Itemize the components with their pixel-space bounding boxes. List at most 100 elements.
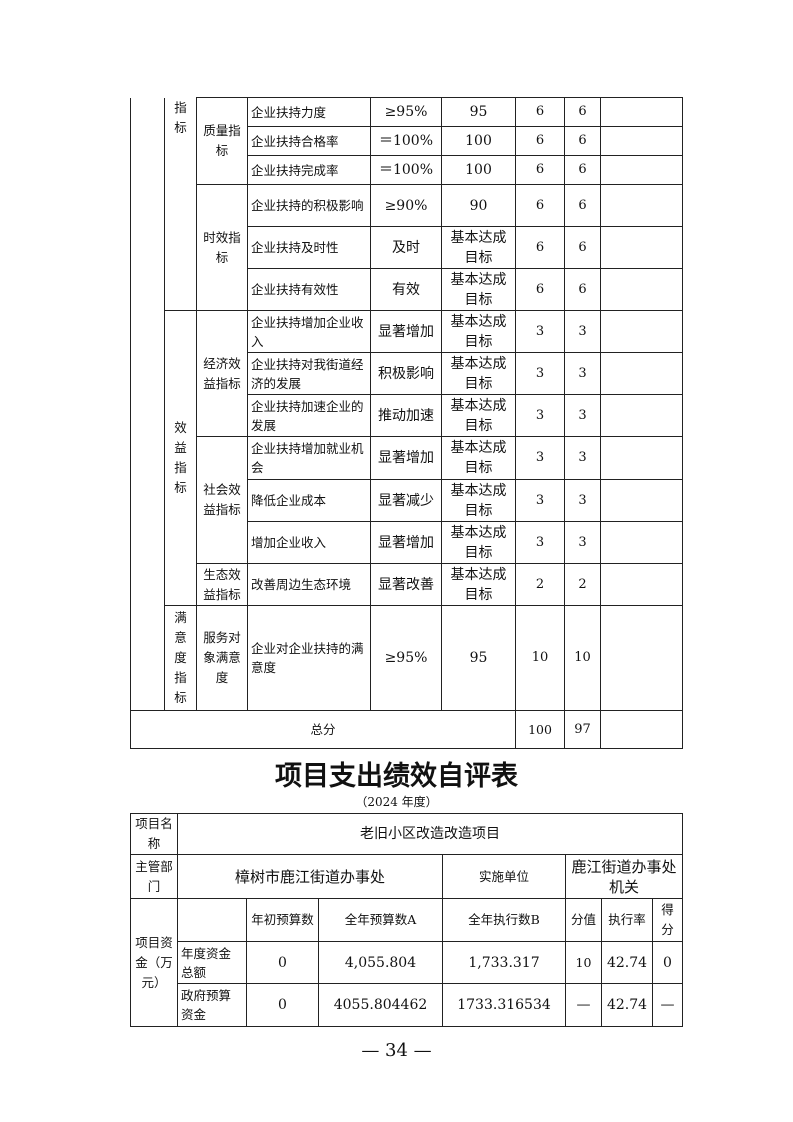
weight: 3: [515, 394, 565, 437]
weight: 2: [515, 563, 565, 606]
score: 6: [564, 226, 601, 269]
header-cell: 全年执行数B: [442, 898, 566, 942]
cell: 42.74: [601, 941, 653, 984]
indicator-name: 企业扶持力度: [247, 97, 371, 127]
cell: —: [652, 983, 683, 1027]
project-name-label: 项目名称: [130, 813, 178, 855]
table-row: 时效指标 企业扶持的积极影响 ≥90% 90 6 6: [131, 184, 683, 311]
target-value: 推动加速: [370, 394, 442, 437]
table-row: 企业扶持有效性 有效 基本达成目标 6 6: [131, 268, 683, 311]
indicator-name: 改善周边生态环境: [247, 563, 371, 606]
weight: 6: [515, 226, 565, 269]
actual-value: 基本达成目标: [441, 436, 516, 480]
score: 3: [564, 479, 601, 522]
actual-value: 95: [441, 605, 516, 711]
remark-cell: [600, 126, 683, 156]
header-cell: 年初预算数: [246, 898, 319, 942]
table-row: 企业扶持加速企业的发展 推动加速 基本达成目标 3 3: [131, 394, 683, 437]
weight: 6: [515, 97, 565, 127]
remark-cell: [600, 226, 683, 269]
score: 6: [564, 126, 601, 156]
target-value: ≥95%: [370, 605, 442, 711]
actual-value: 100: [441, 126, 516, 156]
indicator-name: 降低企业成本: [247, 479, 371, 522]
weight: 3: [515, 521, 565, 564]
indicator-name: 企业对企业扶持的满意度: [247, 605, 371, 711]
cell: 4055.804462: [318, 983, 443, 1027]
table-row: 社会效益指标 企业扶持增加就业机会 显著增加 基本达成目标 3 3: [131, 436, 683, 564]
table-row: 效益指标 经济效益指标 企业扶持增加企业收入 显著增加 基本达成目标 3 3: [131, 310, 683, 606]
table-row: 生态效益指标 改善周边生态环境 显著改善 基本达成目标 2 2: [131, 563, 683, 606]
actual-value: 基本达成目标: [441, 563, 516, 606]
score: 3: [564, 394, 601, 437]
target-value: 显著增加: [370, 436, 442, 480]
remark-cell: [600, 521, 683, 564]
cell: 1,733.317: [442, 941, 566, 984]
actual-value: 基本达成目标: [441, 226, 516, 269]
total-row: 总分 100 97: [130, 710, 683, 749]
remark-cell: [600, 605, 683, 711]
weight: 6: [515, 126, 565, 156]
outer-blank-cell: [130, 97, 165, 711]
score: 6: [564, 184, 601, 227]
impl-label: 实施单位: [442, 854, 566, 899]
table-row: 增加企业收入 显著增加 基本达成目标 3 3: [131, 521, 683, 564]
project-expenditure-table: 项目名称 老旧小区改造改造项目 主管部门 樟树市鹿江街道办事处 实施单位 鹿江街…: [130, 813, 683, 1027]
weight: 3: [515, 352, 565, 395]
remark-cell: [600, 479, 683, 522]
header-cell: 全年预算数A: [318, 898, 443, 942]
indicator-name: 企业扶持完成率: [247, 155, 371, 185]
target-value: 显著改善: [370, 563, 442, 606]
actual-value: 90: [441, 184, 516, 227]
target-value: ＝100%: [370, 126, 442, 156]
weight: 6: [515, 155, 565, 185]
table-row: 企业扶持对我街道经济的发展 积极影响 基本达成目标 3 3: [131, 352, 683, 395]
level1-indicator: 满意度指标: [164, 605, 197, 711]
table-row: 满意度指标 服务对象满意度 企业对企业扶持的满意度 ≥95% 95 10 10: [131, 605, 683, 711]
target-value: 及时: [370, 226, 442, 269]
cell: 4,055.804: [318, 941, 443, 984]
score: 6: [564, 97, 601, 127]
cell: 1733.316534: [442, 983, 566, 1027]
actual-value: 100: [441, 155, 516, 185]
actual-value: 95: [441, 97, 516, 127]
score: 3: [564, 436, 601, 480]
header-cell: 分值: [565, 898, 602, 942]
score: 3: [564, 352, 601, 395]
dept-label: 主管部门: [130, 854, 178, 899]
indicator-name: 企业扶持合格率: [247, 126, 371, 156]
target-value: 显著增加: [370, 521, 442, 564]
score: 3: [564, 521, 601, 564]
remark-cell: [600, 563, 683, 606]
weight: 3: [515, 479, 565, 522]
table-row: 企业扶持完成率 ＝100% 100 6 6: [131, 155, 683, 185]
score: 6: [564, 268, 601, 311]
weight: 6: [515, 268, 565, 311]
impl: 鹿江街道办事处机关: [565, 854, 683, 899]
remark-cell: [600, 436, 683, 480]
table-row: 企业扶持及时性 及时 基本达成目标 6 6: [131, 226, 683, 269]
table-row: 企业扶持合格率 ＝100% 100 6 6: [131, 126, 683, 156]
weight: 3: [515, 436, 565, 480]
cell: 0: [246, 983, 319, 1027]
funds-label: 项目资金（万元）: [130, 898, 178, 1027]
remark-cell: [600, 97, 683, 127]
cell: 10: [565, 941, 602, 984]
actual-value: 基本达成目标: [441, 479, 516, 522]
indicator-name: 企业扶持有效性: [247, 268, 371, 311]
indicator-name: 企业扶持加速企业的发展: [247, 394, 371, 437]
target-value: 有效: [370, 268, 442, 311]
remark-cell: [600, 310, 683, 353]
header-cell: 执行率: [601, 898, 653, 942]
level2-indicator: 社会效益指标: [196, 436, 248, 564]
table-row: 指标 质量指标 企业扶持力度 ≥95% 95 6 6: [130, 97, 683, 711]
level2-indicator: 生态效益指标: [196, 563, 248, 606]
indicator-name: 增加企业收入: [247, 521, 371, 564]
actual-value: 基本达成目标: [441, 268, 516, 311]
target-value: 积极影响: [370, 352, 442, 395]
row-label: 政府预算资金: [177, 983, 247, 1027]
cell: 42.74: [601, 983, 653, 1027]
total-score: 97: [564, 710, 601, 749]
level2-indicator: 经济效益指标: [196, 310, 248, 437]
level1-indicator: 指标: [164, 97, 197, 311]
